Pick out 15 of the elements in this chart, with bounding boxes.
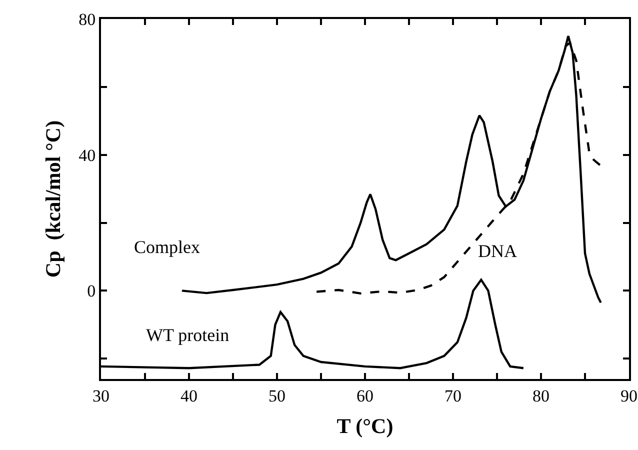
x-axis-title: T (°C) bbox=[336, 414, 394, 438]
x-tick-label: 80 bbox=[532, 386, 550, 406]
x-tick-label: 40 bbox=[180, 386, 198, 406]
y-tick-label: 40 bbox=[78, 146, 96, 165]
y-tick-label: 80 bbox=[78, 10, 96, 29]
series-label: DNA bbox=[478, 241, 517, 261]
y-tick-label: 0 bbox=[87, 282, 96, 301]
x-tick-label: 30 bbox=[92, 386, 110, 406]
series-label: Complex bbox=[134, 237, 200, 257]
x-tick-label: 50 bbox=[268, 386, 286, 406]
x-tick-label: 60 bbox=[356, 386, 374, 406]
y-axis-title: Cp (kcal/mol °C) bbox=[41, 120, 66, 278]
series-label: WT protein bbox=[146, 325, 230, 345]
x-tick-label: 90 bbox=[620, 386, 638, 406]
x-tick-label: 70 bbox=[444, 386, 462, 406]
